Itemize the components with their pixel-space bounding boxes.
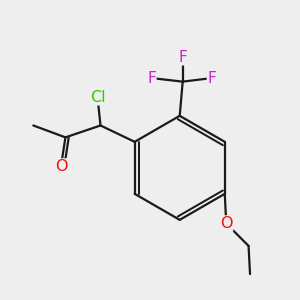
Text: F: F: [207, 70, 216, 86]
Text: F: F: [178, 50, 187, 65]
Text: O: O: [55, 159, 67, 174]
Text: Cl: Cl: [90, 90, 105, 105]
Text: O: O: [220, 216, 233, 231]
Text: F: F: [147, 70, 156, 86]
